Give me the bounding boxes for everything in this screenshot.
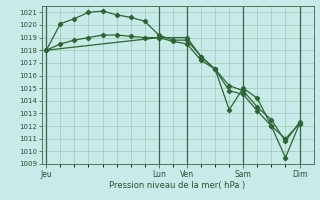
X-axis label: Pression niveau de la mer( hPa ): Pression niveau de la mer( hPa ) — [109, 181, 246, 190]
